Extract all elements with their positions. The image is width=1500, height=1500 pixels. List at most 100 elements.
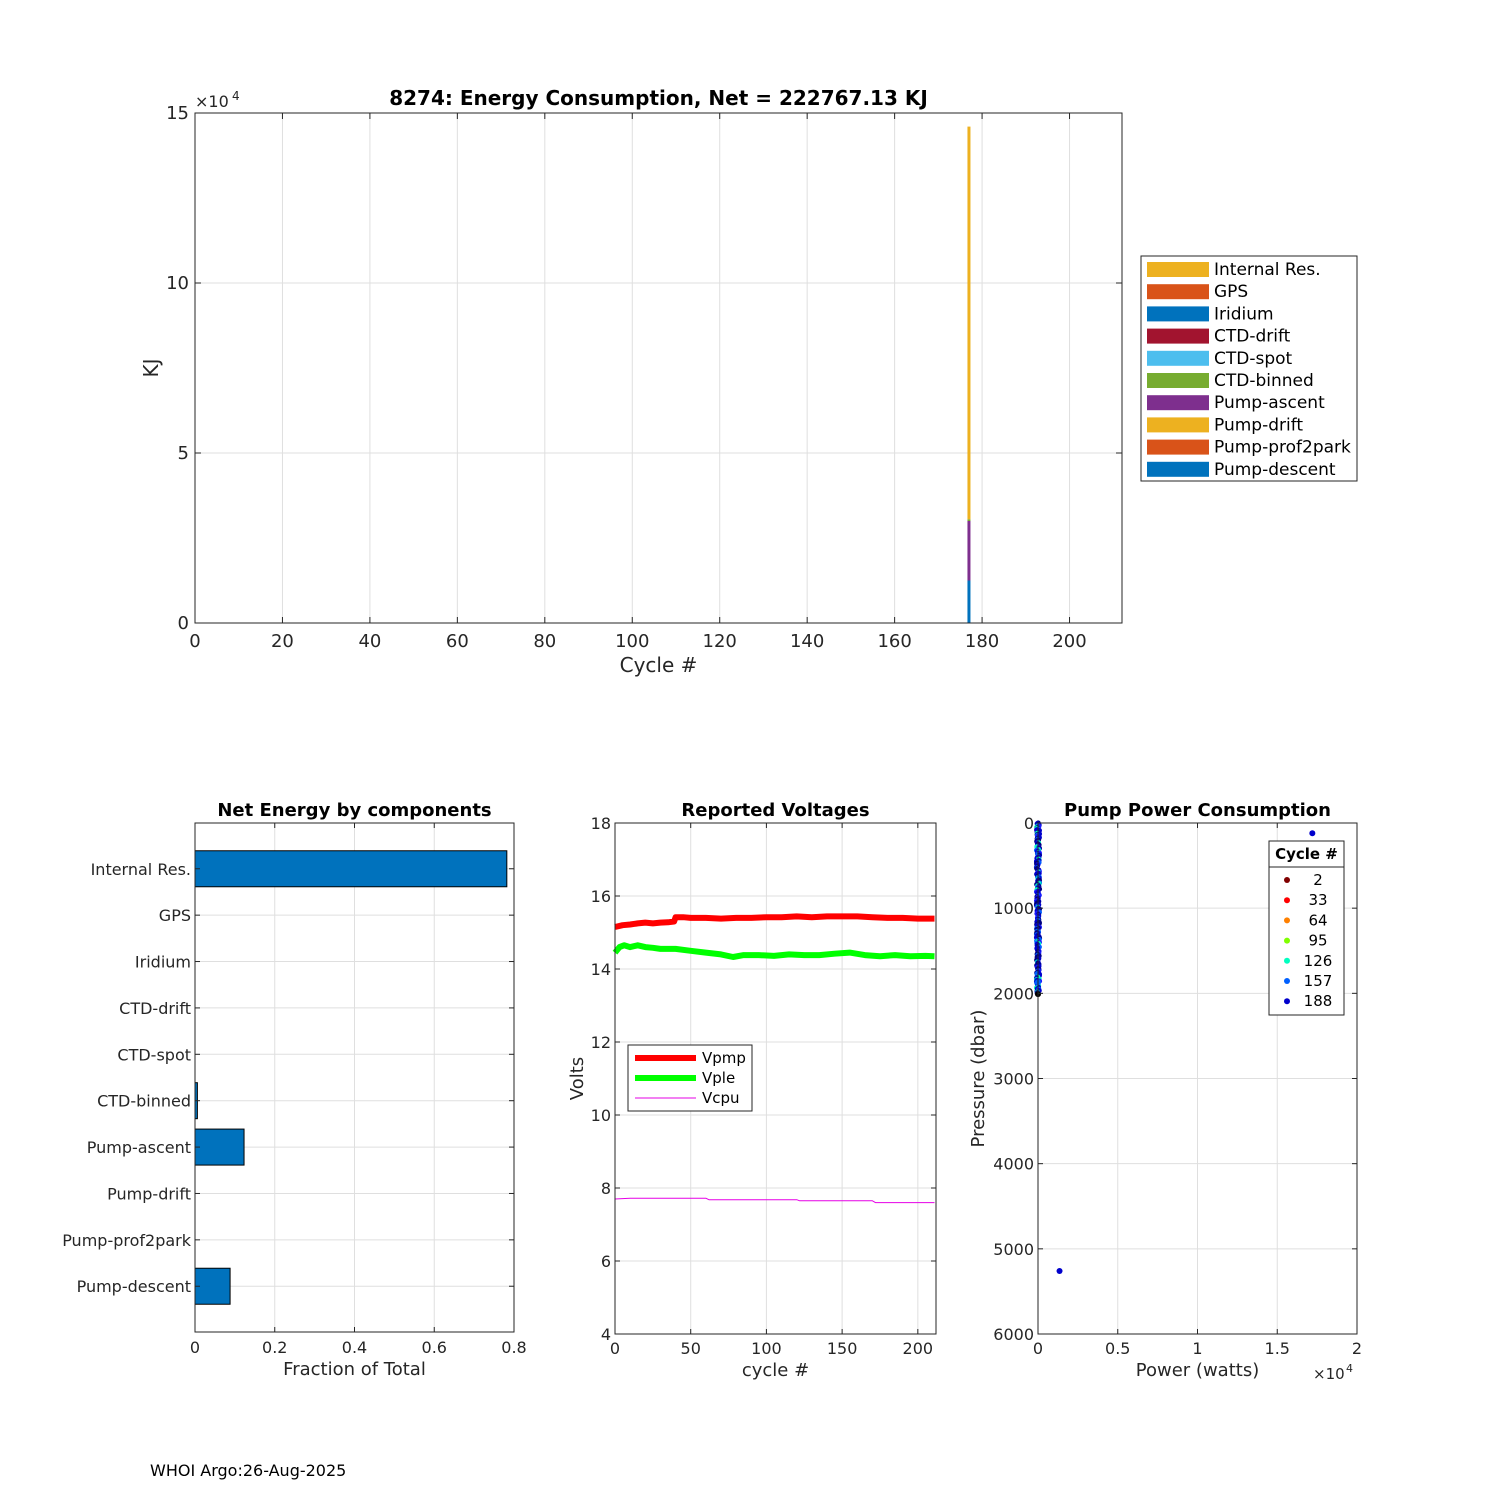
voltage-series-vcpu	[614, 1197, 935, 1204]
voltage-y-label: Volts	[567, 1057, 588, 1100]
pump-x-exponent: ×10	[1313, 1365, 1345, 1383]
energy-legend-swatch	[1147, 439, 1209, 455]
energy-x-tick-label: 120	[703, 631, 737, 652]
pump-x-tick-label: 1.5	[1265, 1339, 1290, 1358]
voltage-x-tick-label: 50	[681, 1339, 701, 1358]
energy-x-label: Cycle #	[620, 653, 698, 677]
voltage-legend-label: Vple	[702, 1069, 735, 1087]
energy-legend-label: Pump-prof2park	[1214, 438, 1351, 458]
components-x-tick-label: 0.6	[422, 1338, 447, 1357]
energy-legend-label: CTD-binned	[1214, 371, 1314, 391]
pump-y-tick-label: 2000	[993, 984, 1034, 1003]
pump-chart: 0 0.5 1 1.5 2 0 1000 2000 3000 4000 5000 6000 ×10 4 Po…	[968, 800, 1362, 1383]
voltage-y-tick-label: 16	[591, 887, 611, 906]
pump-legend-label: 95	[1308, 932, 1327, 950]
components-chart: Internal Res. GPS Iridium CTD-drift CTD-spot…	[62, 800, 527, 1380]
pump-legend-marker	[1284, 917, 1290, 924]
voltage-series-vple	[612, 942, 935, 960]
components-category-label: Internal Res.	[91, 860, 191, 879]
pump-x-tick-label: 0	[1033, 1339, 1043, 1358]
pump-y-label: Pressure (dbar)	[968, 1010, 989, 1148]
pump-y-tick-label: 1000	[993, 899, 1034, 918]
energy-title: 8274: Energy Consumption, Net = 222767.1…	[389, 86, 928, 110]
components-category-label: Iridium	[135, 953, 191, 972]
voltage-x-label: cycle #	[742, 1360, 809, 1381]
energy-legend-label: Pump-descent	[1214, 460, 1336, 480]
energy-x-tick-label: 80	[533, 631, 556, 652]
components-x-label: Fraction of Total	[283, 1359, 426, 1380]
pump-x-tick-label: 2	[1352, 1339, 1362, 1358]
components-bar	[194, 1267, 231, 1305]
energy-y-tick-label: 15	[166, 103, 189, 124]
components-category-label: Pump-descent	[77, 1277, 191, 1296]
voltage-chart: 0 50 100 150 200 4 6 8 10 12 14 16 18 cycle # Volts Rep…	[567, 800, 937, 1381]
pump-x-tick-label: 0.5	[1105, 1339, 1130, 1358]
energy-bar-segment	[967, 519, 971, 521]
pump-legend-marker	[1284, 957, 1290, 964]
energy-chart: 0 20 40 60 80 100 120 140 160 180 200 0 5 10 15 ×10 4 Cyc…	[139, 86, 1358, 677]
components-title: Net Energy by components	[217, 800, 491, 821]
voltage-y-tick-label: 12	[591, 1033, 611, 1052]
pump-x-exponent-power: 4	[1346, 1362, 1353, 1375]
energy-axes-box	[194, 112, 1123, 624]
voltage-title: Reported Voltages	[681, 800, 869, 821]
pump-y-tick-label: 5000	[993, 1240, 1034, 1259]
pump-y-tick-label: 0	[1024, 814, 1034, 833]
components-x-tick-label: 0	[190, 1338, 200, 1357]
voltage-y-tick-label: 4	[601, 1325, 611, 1344]
energy-legend-label: Pump-drift	[1214, 415, 1303, 435]
components-bar	[194, 1128, 245, 1166]
energy-bar-segment	[967, 521, 971, 581]
energy-x-tick-label: 60	[446, 631, 469, 652]
energy-legend-label: CTD-drift	[1214, 327, 1291, 347]
energy-x-tick-label: 140	[790, 631, 824, 652]
energy-x-tick-label: 40	[358, 631, 381, 652]
energy-legend-label: Iridium	[1214, 304, 1274, 324]
pump-legend-label: 157	[1304, 972, 1333, 990]
pump-x-tick-label: 1	[1192, 1339, 1202, 1358]
energy-y-exponent-power: 4	[232, 89, 240, 103]
pump-legend-marker	[1284, 998, 1290, 1005]
pump-legend-marker	[1284, 897, 1290, 904]
voltage-x-tick-label: 150	[827, 1339, 858, 1358]
energy-legend-label: CTD-spot	[1214, 349, 1293, 369]
voltage-y-tick-label: 14	[591, 960, 611, 979]
voltage-y-tick-label: 6	[601, 1252, 611, 1271]
pump-legend-label: 126	[1304, 952, 1333, 970]
pump-legend-title: Cycle #	[1275, 845, 1338, 863]
energy-x-tick-label: 20	[271, 631, 294, 652]
energy-legend-swatch	[1147, 417, 1209, 433]
pump-legend-marker	[1284, 877, 1290, 883]
energy-legend-swatch	[1147, 262, 1209, 277]
voltage-legend-label: Vpmp	[702, 1049, 746, 1067]
energy-legend-label: GPS	[1214, 282, 1248, 302]
voltage-x-tick-label: 100	[751, 1339, 782, 1358]
energy-legend-label: Internal Res.	[1214, 260, 1321, 280]
pump-legend-label: 33	[1308, 891, 1327, 909]
components-category-label: Pump-prof2park	[62, 1231, 192, 1250]
pump-point	[1056, 1267, 1063, 1274]
components-category-label: CTD-binned	[97, 1092, 191, 1111]
energy-x-tick-label: 200	[1052, 631, 1086, 652]
voltage-y-tick-label: 8	[601, 1179, 611, 1198]
components-category-label: Pump-drift	[107, 1184, 191, 1203]
energy-legend-swatch	[1147, 350, 1209, 366]
energy-legend-swatch	[1147, 373, 1209, 388]
energy-x-tick-label: 0	[189, 631, 200, 652]
components-category-label: GPS	[159, 906, 191, 925]
energy-legend-label: Pump-ascent	[1214, 393, 1325, 413]
energy-legend-swatch	[1147, 395, 1209, 411]
pump-y-tick-label: 3000	[993, 1070, 1034, 1089]
voltage-x-tick-label: 200	[903, 1339, 934, 1358]
pump-legend-marker	[1284, 978, 1290, 984]
voltage-y-tick-label: 18	[591, 814, 611, 833]
components-bar	[194, 850, 508, 888]
energy-x-tick-label: 180	[965, 631, 999, 652]
energy-bar-segment	[967, 126, 971, 520]
voltage-legend-label: Vcpu	[702, 1089, 740, 1107]
components-category-label: Pump-ascent	[87, 1138, 191, 1157]
pump-legend-marker	[1284, 937, 1290, 944]
voltage-x-tick-label: 0	[610, 1339, 620, 1358]
pump-legend-box	[1268, 840, 1345, 1016]
